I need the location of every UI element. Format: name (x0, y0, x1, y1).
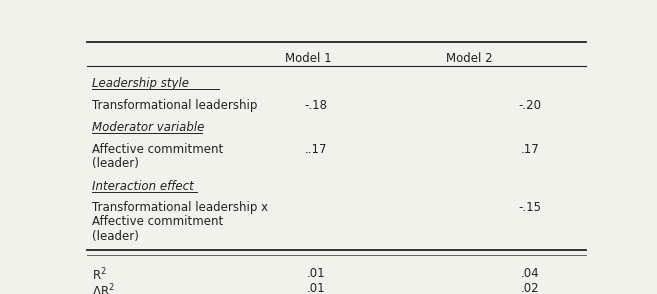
Text: Interaction effect: Interaction effect (92, 180, 194, 193)
Text: Moderator variable: Moderator variable (92, 121, 205, 134)
Text: -.20: -.20 (518, 99, 542, 112)
Text: .01: .01 (307, 283, 326, 294)
Text: -.15: -.15 (518, 201, 542, 214)
Text: Transformational leadership: Transformational leadership (92, 99, 258, 112)
Text: $\Delta$R$^2$: $\Delta$R$^2$ (92, 283, 115, 294)
Text: Affective commitment: Affective commitment (92, 216, 223, 228)
Text: .01: .01 (307, 267, 326, 280)
Text: (leader): (leader) (92, 230, 139, 243)
Text: Model 1: Model 1 (285, 52, 332, 65)
Text: .02: .02 (521, 283, 539, 294)
Text: Model 2: Model 2 (446, 52, 492, 65)
Text: Affective commitment: Affective commitment (92, 143, 223, 156)
Text: -.18: -.18 (305, 99, 328, 112)
Text: .04: .04 (521, 267, 539, 280)
Text: ..17: ..17 (305, 143, 328, 156)
Text: Transformational leadership x: Transformational leadership x (92, 201, 269, 214)
Text: R$^2$: R$^2$ (92, 267, 107, 284)
Text: (leader): (leader) (92, 157, 139, 170)
Text: .17: .17 (521, 143, 539, 156)
Text: Leadership style: Leadership style (92, 77, 189, 90)
